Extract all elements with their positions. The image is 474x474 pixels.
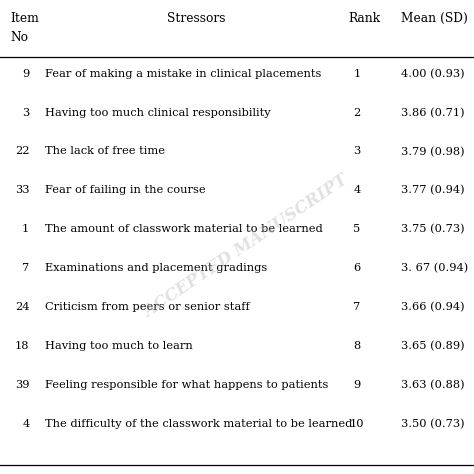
- Text: Feeling responsible for what happens to patients: Feeling responsible for what happens to …: [45, 380, 328, 390]
- Text: The amount of classwork material to be learned: The amount of classwork material to be l…: [45, 224, 323, 234]
- Text: 5: 5: [353, 224, 361, 234]
- Text: 10: 10: [350, 419, 364, 428]
- Text: 3.65 (0.89): 3.65 (0.89): [401, 341, 464, 351]
- Text: 33: 33: [15, 185, 29, 195]
- Text: 24: 24: [15, 302, 29, 312]
- Text: 9: 9: [353, 380, 361, 390]
- Text: 3.86 (0.71): 3.86 (0.71): [401, 108, 464, 118]
- Text: 3.79 (0.98): 3.79 (0.98): [401, 146, 464, 157]
- Text: 3.75 (0.73): 3.75 (0.73): [401, 224, 464, 235]
- Text: ACCEPTED MANUSCRIPT: ACCEPTED MANUSCRIPT: [141, 172, 352, 321]
- Text: Examinations and placement gradings: Examinations and placement gradings: [45, 263, 267, 273]
- Text: 3. 67 (0.94): 3. 67 (0.94): [401, 263, 468, 273]
- Text: 7: 7: [353, 302, 361, 312]
- Text: 3: 3: [22, 108, 29, 118]
- Text: The lack of free time: The lack of free time: [45, 146, 165, 156]
- Text: 3.66 (0.94): 3.66 (0.94): [401, 302, 464, 312]
- Text: 22: 22: [15, 146, 29, 156]
- Text: 4.00 (0.93): 4.00 (0.93): [401, 69, 464, 79]
- Text: 8: 8: [353, 341, 361, 351]
- Text: 3: 3: [353, 146, 361, 156]
- Text: The difficulty of the classwork material to be learned: The difficulty of the classwork material…: [45, 419, 352, 428]
- Text: 6: 6: [353, 263, 361, 273]
- Text: Item: Item: [10, 12, 39, 25]
- Text: 4: 4: [22, 419, 29, 428]
- Text: 4: 4: [353, 185, 361, 195]
- Text: Rank: Rank: [348, 12, 381, 25]
- Text: 3.63 (0.88): 3.63 (0.88): [401, 380, 464, 390]
- Text: Fear of making a mistake in clinical placements: Fear of making a mistake in clinical pla…: [45, 69, 321, 79]
- Text: Fear of failing in the course: Fear of failing in the course: [45, 185, 206, 195]
- Text: 1: 1: [22, 224, 29, 234]
- Text: 39: 39: [15, 380, 29, 390]
- Text: Stressors: Stressors: [167, 12, 226, 25]
- Text: 18: 18: [15, 341, 29, 351]
- Text: 2: 2: [353, 108, 361, 118]
- Text: 3.50 (0.73): 3.50 (0.73): [401, 419, 464, 429]
- Text: Criticism from peers or senior staff: Criticism from peers or senior staff: [45, 302, 250, 312]
- Text: Having too much clinical responsibility: Having too much clinical responsibility: [45, 108, 271, 118]
- Text: 7: 7: [22, 263, 29, 273]
- Text: Mean (SD): Mean (SD): [401, 12, 467, 25]
- Text: 1: 1: [353, 69, 361, 79]
- Text: No: No: [10, 31, 28, 44]
- Text: 3.77 (0.94): 3.77 (0.94): [401, 185, 464, 196]
- Text: 9: 9: [22, 69, 29, 79]
- Text: Having too much to learn: Having too much to learn: [45, 341, 193, 351]
